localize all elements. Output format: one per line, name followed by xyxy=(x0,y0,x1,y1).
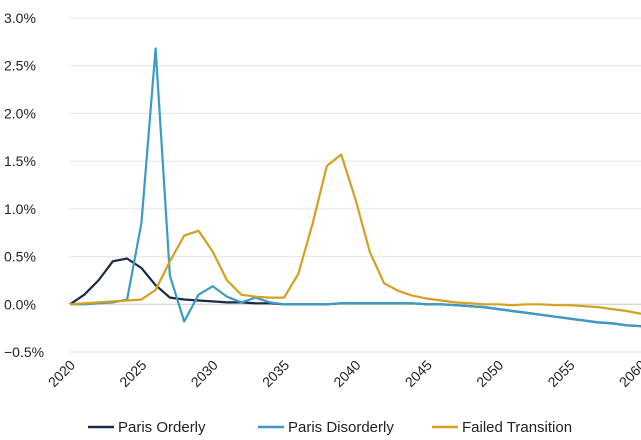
grid-lines xyxy=(70,17,641,353)
legend: Paris Orderly Paris Disorderly Failed Tran… xyxy=(88,419,572,436)
x-tick-label: 2030 xyxy=(188,357,221,390)
x-tick-label: 2040 xyxy=(330,357,363,390)
x-tick-label: 2055 xyxy=(544,357,577,390)
legend-label: Paris Disorderly xyxy=(288,419,394,436)
y-tick-label: 3.0% xyxy=(4,10,36,26)
series-line-1 xyxy=(70,47,641,328)
y-tick-label: 1.0% xyxy=(4,201,36,217)
x-axis-tick-labels: 2020 2025 2030 2035 2040 2045 2050 2055 2060 xyxy=(45,357,641,390)
x-tick-label: 2025 xyxy=(116,357,149,390)
y-tick-label: 2.5% xyxy=(4,58,36,74)
series-line-2 xyxy=(69,153,641,315)
series-lines xyxy=(69,47,641,328)
x-tick-label: 2035 xyxy=(259,357,292,390)
x-tick-label: 2060 xyxy=(616,357,641,390)
y-tick-label: −0.5% xyxy=(4,344,44,360)
x-tick-label: 2020 xyxy=(45,357,78,390)
y-tick-label: 2.0% xyxy=(4,105,36,121)
x-tick-label: 2045 xyxy=(402,357,435,390)
y-tick-label: 1.5% xyxy=(4,153,36,169)
x-tick-label: 2050 xyxy=(473,357,506,390)
y-axis-tick-labels: −0.5% 0.0% 0.5% 1.0% 1.5% 2.0% 2.5% 3.0% xyxy=(4,10,44,360)
y-tick-label: 0.5% xyxy=(4,249,36,265)
y-tick-label: 0.0% xyxy=(4,296,36,312)
legend-label: Paris Orderly xyxy=(118,419,206,436)
legend-label: Failed Transition xyxy=(462,419,572,436)
